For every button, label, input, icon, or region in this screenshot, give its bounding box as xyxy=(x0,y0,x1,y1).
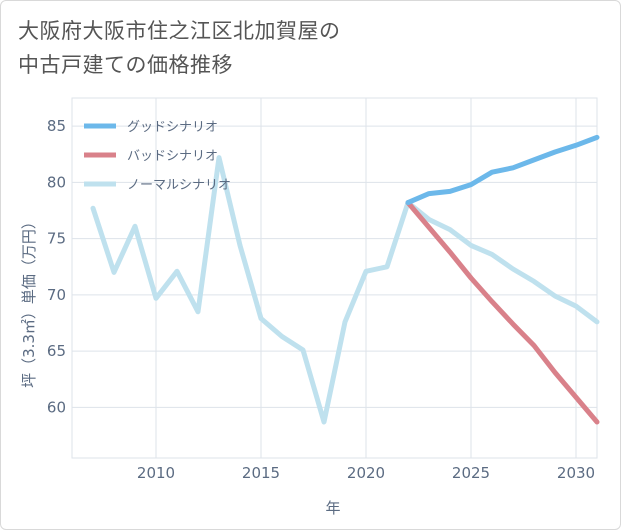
series-line-1 xyxy=(405,200,600,425)
y-tick-label: 75 xyxy=(47,230,66,248)
y-tick-label: 60 xyxy=(47,398,66,416)
chart-title-line-1: 大阪府大阪市住之江区北加賀屋の xyxy=(18,19,341,43)
x-tick-label: 2015 xyxy=(242,464,280,482)
legend-label-0: グッドシナリオ xyxy=(127,120,218,135)
x-tick-label: 2030 xyxy=(557,464,595,482)
y-axis-label: 坪（3.3㎡）単価（万円） xyxy=(20,214,38,388)
x-axis-label: 年 xyxy=(325,499,340,517)
legend-label-1: バッドシナリオ xyxy=(127,149,218,164)
y-tick-label: 65 xyxy=(47,342,66,360)
x-tick-label: 2020 xyxy=(347,464,385,482)
y-tick-label: 80 xyxy=(47,173,66,191)
x-tick-label: 2025 xyxy=(452,464,490,482)
chart-title: 大阪府大阪市住之江区北加賀屋の 中古戸建ての価格推移 xyxy=(18,14,341,82)
series-line-0 xyxy=(405,134,600,206)
plot-area xyxy=(71,97,598,459)
series-line-2 xyxy=(90,155,600,425)
y-tick-label: 70 xyxy=(47,286,66,304)
chart-title-line-2: 中古戸建ての価格推移 xyxy=(18,53,233,77)
y-tick-label: 85 xyxy=(47,117,66,135)
series-lines xyxy=(90,134,600,425)
tick-labels: 2010 2015 2020 2025 2030 60 65 70 75 80 85 xyxy=(47,117,595,482)
legend-label-2: ノーマルシナリオ xyxy=(127,178,231,193)
x-tick-label: 2010 xyxy=(137,464,175,482)
